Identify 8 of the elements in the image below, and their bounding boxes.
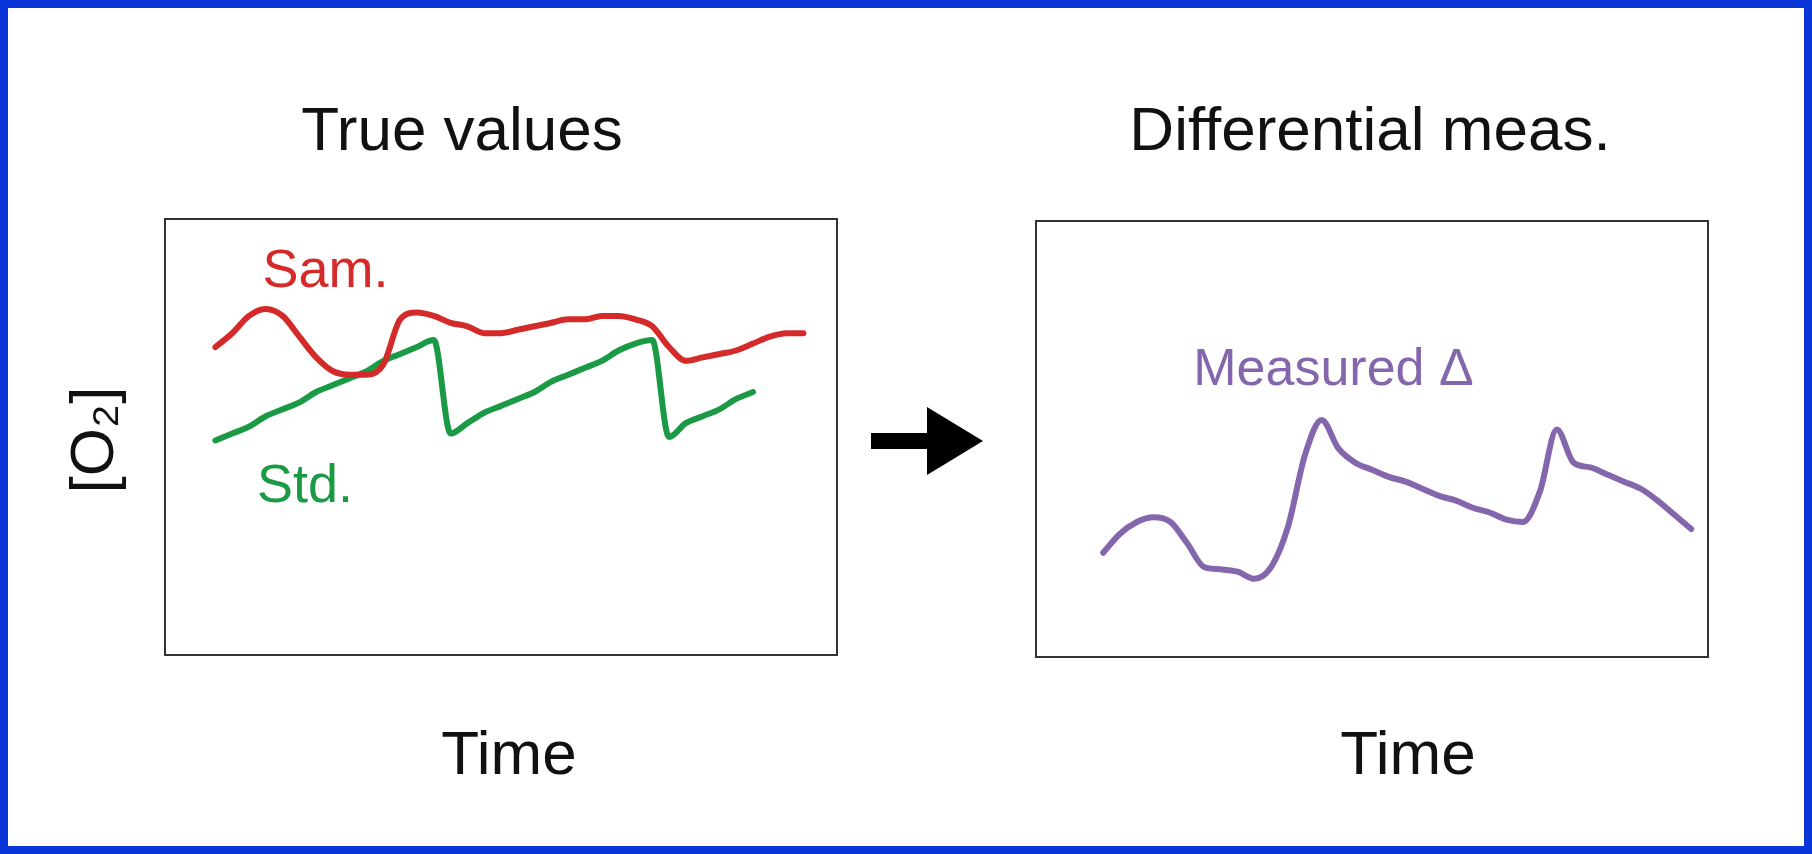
series-label: Sam. xyxy=(262,238,389,299)
x-axis-title: Time xyxy=(1340,718,1476,787)
series-label: Std. xyxy=(257,452,354,513)
chart-title: Differential meas. xyxy=(1129,94,1611,163)
y-axis-title: [O₂] xyxy=(57,386,126,494)
series-label: Measured Δ xyxy=(1193,337,1474,396)
x-axis-title: Time xyxy=(441,718,577,787)
chart-title: True values xyxy=(301,94,623,163)
